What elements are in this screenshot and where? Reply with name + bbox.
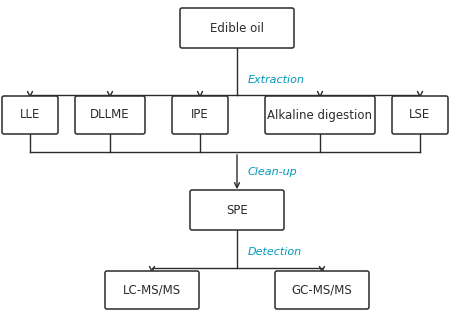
FancyBboxPatch shape [392,96,448,134]
FancyBboxPatch shape [265,96,375,134]
Text: DLLME: DLLME [90,108,130,122]
Text: SPE: SPE [226,204,248,216]
Text: Alkaline digestion: Alkaline digestion [267,108,373,122]
FancyBboxPatch shape [275,271,369,309]
Text: GC-MS/MS: GC-MS/MS [292,283,352,297]
FancyBboxPatch shape [180,8,294,48]
Text: LSE: LSE [410,108,430,122]
Text: Extraction: Extraction [248,75,305,85]
Text: IPE: IPE [191,108,209,122]
Text: LC-MS/MS: LC-MS/MS [123,283,181,297]
Text: Edible oil: Edible oil [210,22,264,34]
FancyBboxPatch shape [172,96,228,134]
Text: LLE: LLE [20,108,40,122]
FancyBboxPatch shape [75,96,145,134]
Text: Detection: Detection [248,247,302,257]
FancyBboxPatch shape [2,96,58,134]
FancyBboxPatch shape [105,271,199,309]
FancyBboxPatch shape [190,190,284,230]
Text: Clean-up: Clean-up [248,167,298,177]
